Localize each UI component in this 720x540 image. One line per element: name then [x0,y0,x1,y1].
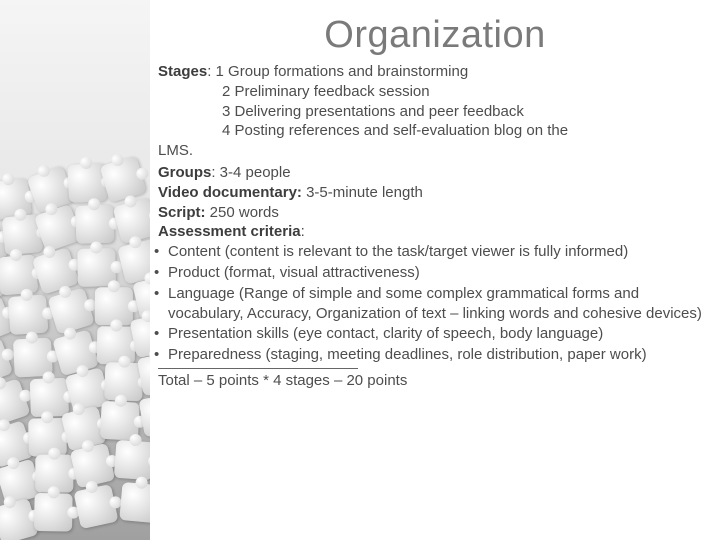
stage-line-4: 4 Posting references and self-evaluation… [158,121,708,141]
criteria-item: Preparedness (staging, meeting deadlines… [158,345,708,365]
stage-line-trailing: LMS. [158,141,708,161]
slide-body: Stages: 1 Group formations and brainstor… [158,62,708,391]
criteria-item: Presentation skills (eye contact, clarit… [158,324,708,344]
slide-title: Organization [160,14,710,57]
total-line: Total – 5 points * 4 stages – 20 points [158,371,708,391]
divider-line [158,368,358,369]
criteria-item: Language (Range of simple and some compl… [158,284,708,324]
stage-line-2: 2 Preliminary feedback session [158,82,708,102]
stage-line-1: Stages: 1 Group formations and brainstor… [158,62,708,82]
spec-groups: Groups: 3-4 people [158,163,708,183]
criteria-list: Content (content is relevant to the task… [158,242,708,365]
stages-block: Stages: 1 Group formations and brainstor… [158,62,708,161]
spec-video: Video documentary: 3-5-minute length [158,183,708,203]
criteria-item: Product (format, visual attractiveness) [158,263,708,283]
decorative-sidebar [0,0,150,540]
criteria-item: Content (content is relevant to the task… [158,242,708,262]
stage-line-3: 3 Delivering presentations and peer feed… [158,102,708,122]
spec-assessment: Assessment criteria: [158,222,708,242]
spec-script: Script: 250 words [158,203,708,223]
puzzle-pieces-decoration [0,156,150,540]
